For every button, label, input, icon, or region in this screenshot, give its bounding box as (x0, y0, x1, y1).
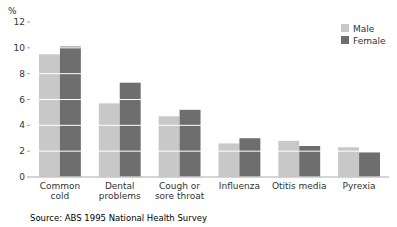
y-tick (27, 73, 30, 74)
x-tick-label-line: sore throat (155, 191, 205, 201)
y-tick-label: 0 (19, 172, 25, 182)
bar (60, 47, 81, 177)
x-tick-label: Influenza (219, 181, 260, 191)
x-tick-label: Dentalproblems (99, 181, 141, 201)
legend: Male Female (341, 24, 386, 46)
x-tick-label: Otitis media (272, 181, 327, 191)
bar (218, 143, 239, 177)
bar (338, 147, 359, 177)
x-tick-label-line: Dental (105, 181, 135, 191)
chart-svg: 0 2 4 6 8 10 12 Commoncold Dentalproblems Cough o… (0, 0, 397, 227)
source-note: Source: ABS 1995 National Health Survey (30, 213, 207, 223)
y-tick (27, 99, 30, 100)
y-tick (27, 22, 30, 23)
y-tick-label: 4 (19, 120, 25, 130)
x-axis-line (30, 177, 389, 178)
x-tick-label: Commoncold (40, 181, 81, 201)
legend-swatch (341, 24, 349, 32)
y-tick-label: 8 (19, 69, 25, 79)
x-tick-label-line: problems (99, 191, 141, 201)
grid (30, 22, 389, 177)
y-tick (27, 47, 30, 48)
y-tick-label: 10 (14, 43, 26, 53)
grid-line (30, 125, 389, 126)
x-tick-label: Pyrexia (343, 181, 376, 191)
y-tick-label: 6 (19, 95, 25, 105)
x-tick-label: Cough orsore throat (155, 181, 205, 201)
grid-line (30, 73, 389, 74)
grid-line (30, 99, 389, 100)
y-tick-label: 12 (14, 17, 25, 27)
bar (39, 54, 60, 177)
bar (359, 152, 380, 177)
bars (39, 47, 380, 177)
x-tick-label-line: Otitis media (272, 181, 327, 191)
x-tick-label-line: Influenza (219, 181, 260, 191)
bar (299, 146, 320, 177)
grid-line (30, 22, 389, 23)
grid-line (30, 47, 389, 48)
grid-line (30, 177, 389, 178)
x-tick-label-line: Cough or (159, 181, 200, 191)
y-tick (27, 151, 30, 152)
legend-label: Male (353, 24, 375, 34)
x-tick-label-line: Pyrexia (343, 181, 376, 191)
legend-swatch (341, 36, 349, 44)
y-tick (27, 177, 30, 178)
y-tick (27, 125, 30, 126)
chart-container: 0 2 4 6 8 10 12 Commoncold Dentalproblems Cough o… (0, 0, 397, 227)
bar (278, 141, 299, 177)
legend-label: Female (353, 36, 386, 46)
x-tick-label-line: Common (40, 181, 81, 191)
x-tick-label-line: cold (51, 191, 70, 201)
bar (99, 103, 120, 177)
y-axis-label: % (8, 6, 17, 16)
bar (180, 110, 201, 177)
bar (120, 83, 141, 177)
grid-line (30, 151, 389, 152)
y-tick-label: 2 (19, 146, 25, 156)
bar (239, 138, 260, 177)
